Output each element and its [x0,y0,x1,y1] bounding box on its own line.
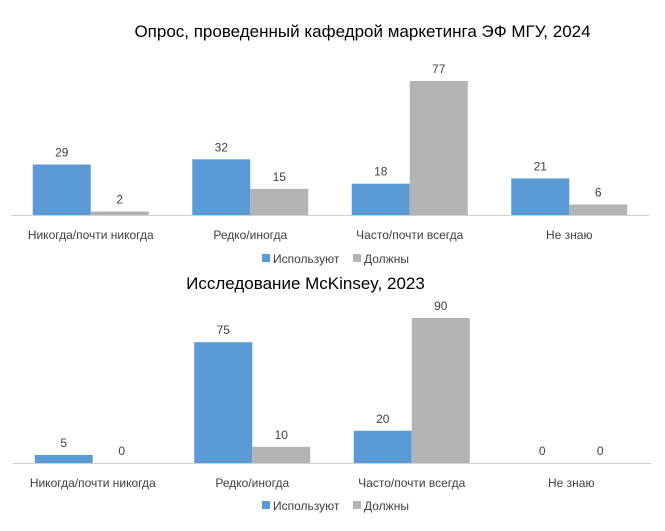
data-label: 0 [597,444,604,458]
bar-ispolzuyut [353,430,412,463]
x-tick-label: Никогда/почти никогда [30,476,156,490]
chart-mckinsey-2023: Исследование McKinsey, 2023 5 0 Никогда/по… [0,270,665,531]
bar-dolzhny [411,318,470,463]
legend-label: Используют [273,252,340,266]
bar-dolzhny [90,211,149,215]
data-label: 18 [374,165,388,179]
data-label: 5 [60,436,67,450]
chart-title: Опрос, проведенный кафедрой маркетинга Э… [134,22,591,41]
x-tick-label: Часто/почти всегда [356,228,463,242]
data-label: 75 [217,323,231,337]
legend-label: Должны [364,499,409,513]
data-label: 77 [432,62,446,76]
bar-ispolzuyut [511,178,570,215]
bar-dolzhny [409,81,468,215]
x-tick-label: Редко/иногда [213,228,287,242]
data-label: 15 [273,170,287,184]
legend-swatch [353,501,361,509]
data-label: 20 [376,412,390,426]
bar-dolzhny [250,188,309,215]
data-label: 0 [118,444,125,458]
chart-marketing-survey-2024: Опрос, проведенный кафедрой маркетинга Э… [11,22,649,266]
bar-ispolzuyut [32,164,91,215]
x-tick-label: Не знаю [546,228,592,242]
bar-ispolzuyut [34,454,93,463]
x-tick-label: Никогда/почти никогда [28,228,154,242]
bar-ispolzuyut [194,342,253,463]
data-label: 32 [215,140,229,154]
data-label: 0 [539,444,546,458]
legend-swatch [262,501,270,509]
x-tick-label: Часто/почти всегда [358,476,465,490]
bar-dolzhny [569,204,628,215]
legend-label: Используют [273,499,340,513]
data-label: 21 [534,159,548,173]
data-label: 6 [595,186,602,200]
data-label: 90 [434,299,448,313]
x-tick-label: Не знаю [548,476,594,490]
bar-ispolzuyut [351,183,410,215]
bar-dolzhny [252,446,311,463]
chart-plot: 5 0 Никогда/почти никогда 75 10 Редко/иногда 2… [13,299,651,513]
data-label: 10 [275,428,289,442]
chart-title: Исследование McKinsey, 2023 [186,274,425,293]
data-label: 2 [116,193,123,207]
legend-swatch [262,254,270,262]
x-tick-label: Редко/иногда [215,476,289,490]
bar-ispolzuyut [192,159,251,215]
data-label: 29 [55,146,69,160]
legend-swatch [353,254,361,262]
chart-plot: 29 2 Никогда/почти никогда 32 15 Редко/иногда… [11,62,649,266]
legend-label: Должны [364,252,409,266]
